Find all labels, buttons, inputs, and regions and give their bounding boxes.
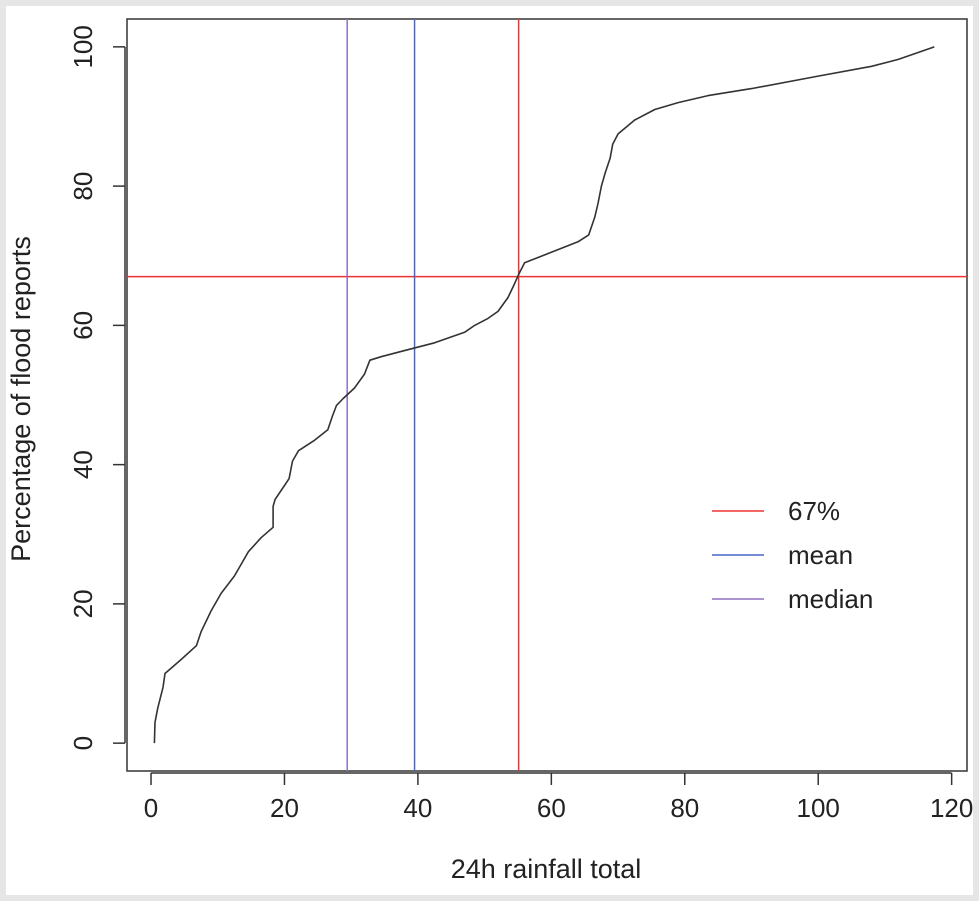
x-tick-label: 100 [797, 793, 840, 823]
legend-label-1: mean [788, 540, 853, 570]
y-axis: 0 20 40 60 80 100 [68, 25, 126, 750]
x-axis: 0 20 40 60 80 100 120 [144, 772, 973, 823]
y-tick-label: 80 [68, 172, 98, 201]
x-axis-title: 24h rainfall total [451, 854, 642, 884]
x-tick-label: 20 [270, 793, 299, 823]
x-tick-label: 40 [403, 793, 432, 823]
x-tick-label: 80 [670, 793, 699, 823]
y-tick-label: 40 [68, 450, 98, 479]
y-tick-label: 0 [68, 736, 98, 750]
series-layer [153, 46, 935, 744]
x-tick-label: 0 [144, 793, 158, 823]
y-tick-label: 100 [68, 25, 98, 68]
y-axis-title: Percentage of flood reports [6, 236, 36, 562]
x-tick-label: 120 [930, 793, 973, 823]
y-tick-label: 20 [68, 589, 98, 618]
y-tick-label: 60 [68, 311, 98, 340]
chart-panel: 0 20 40 60 80 100 120 0 20 40 60 80 100 24h rainfal… [6, 6, 973, 895]
legend: 67% mean median [712, 496, 873, 614]
legend-label-0: 67% [788, 496, 840, 526]
reference-lines [127, 19, 967, 771]
legend-label-2: median [788, 584, 873, 614]
x-tick-label: 60 [537, 793, 566, 823]
plot-area-border [126, 18, 968, 772]
chart-svg: 0 20 40 60 80 100 120 0 20 40 60 80 100 24h rainfal… [6, 18, 973, 884]
series-line-0 [153, 46, 935, 744]
